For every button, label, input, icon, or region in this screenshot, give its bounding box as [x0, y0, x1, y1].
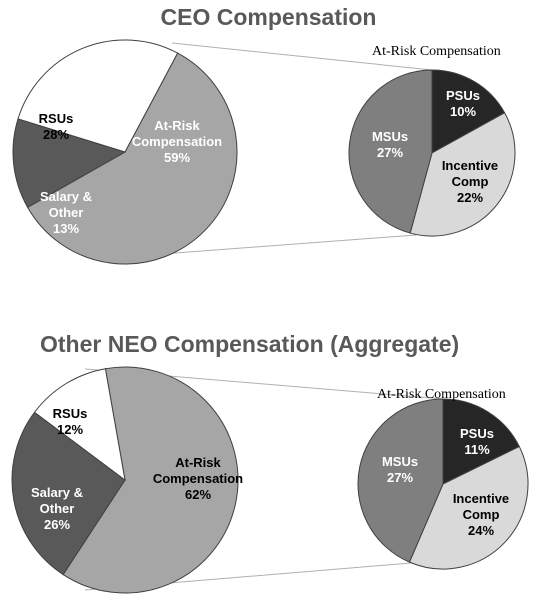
- main-pie-label-rsus: RSUs 12%: [53, 406, 88, 437]
- main-pie-label-rsus: RSUs 28%: [39, 111, 74, 142]
- chart-1: At-Risk Compensation 62% Salary & Other 26% RS…: [11, 366, 529, 594]
- breakout-pie-label-psus: PSUs 10%: [446, 88, 480, 119]
- ceo-breakout-title: At-Risk Compensation: [372, 44, 501, 59]
- breakout-pie-label-msus: MSUs 27%: [382, 454, 418, 485]
- chart-0: At-Risk Compensation 59% Salary & Other 13% RS…: [12, 39, 516, 265]
- main-pie-label-salary: Salary & Other 26%: [31, 485, 83, 532]
- breakout-pie-slice-msus: [348, 69, 433, 234]
- main-pie-slice-rsus: [33, 368, 126, 482]
- neo-breakout-title: At-Risk Compensation: [377, 387, 506, 402]
- neo-chart-title: Other NEO Compensation (Aggregate): [40, 331, 460, 357]
- breakout-pie-label-msus: MSUs 27%: [372, 129, 408, 160]
- breakout-pie-slice-incentive: [409, 112, 516, 237]
- breakout-pie-label-incentive: Incentive Comp 24%: [453, 491, 509, 538]
- breakout-pie-slice-msus: [357, 398, 444, 563]
- main-pie-label-at-risk: At-Risk Compensation 59%: [132, 118, 222, 165]
- main-pie-slice-salary: [12, 118, 127, 209]
- main-pie-slice-rsus: [17, 39, 179, 153]
- connector-line-top: [171, 42, 433, 71]
- main-pie-slice-at-risk: [26, 52, 238, 265]
- breakout-pie-slice-psus: [442, 398, 520, 485]
- main-pie-slice-at-risk: [62, 366, 239, 594]
- breakout-pie-label-incentive: Incentive Comp 22%: [442, 158, 498, 205]
- main-pie-label-salary: Salary & Other 13%: [40, 189, 92, 236]
- breakout-pie-slice-psus: [431, 69, 506, 154]
- breakout-pie-label-psus: PSUs 11%: [460, 426, 494, 457]
- main-pie-slice-salary: [11, 411, 126, 576]
- breakout-pie-slice-incentive: [408, 445, 529, 570]
- ceo-chart-title: CEO Compensation: [160, 4, 377, 30]
- main-pie-label-at-risk: At-Risk Compensation 62%: [153, 455, 243, 502]
